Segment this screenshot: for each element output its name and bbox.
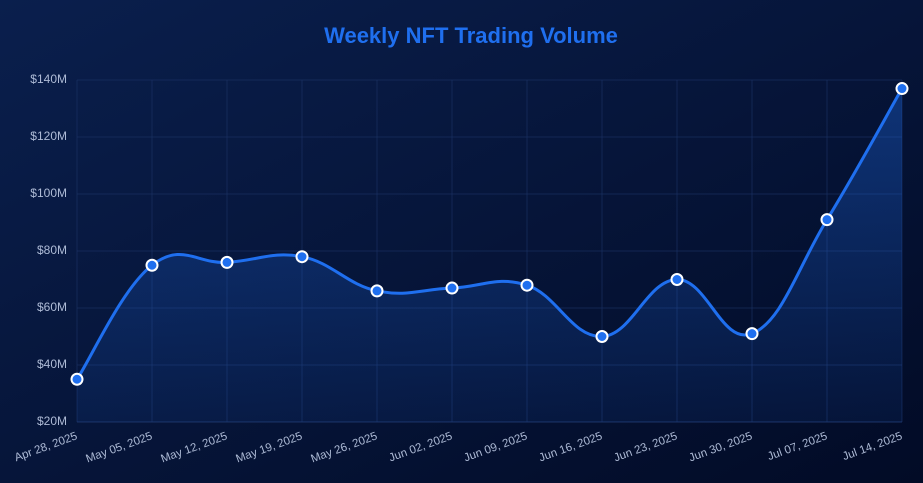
point bbox=[820, 213, 834, 227]
point bbox=[370, 284, 384, 298]
point bbox=[220, 255, 234, 269]
point bbox=[745, 327, 759, 341]
y-tick-label: $60M bbox=[37, 300, 67, 314]
point bbox=[445, 281, 459, 295]
y-tick-label: $40M bbox=[37, 357, 67, 371]
point bbox=[520, 278, 534, 292]
point bbox=[70, 372, 84, 386]
y-tick-label: $120M bbox=[30, 129, 67, 143]
area bbox=[77, 88, 902, 423]
y-tick-label: $100M bbox=[30, 186, 67, 200]
y-tick-label: $80M bbox=[37, 243, 67, 257]
point bbox=[595, 330, 609, 343]
chart-title: Weekly NFT Trading Volume bbox=[324, 23, 618, 48]
y-tick-label: $140M bbox=[30, 72, 67, 86]
point bbox=[670, 273, 684, 286]
point bbox=[295, 250, 309, 264]
point bbox=[895, 82, 909, 96]
y-tick-label: $20M bbox=[37, 414, 67, 428]
point bbox=[145, 258, 159, 272]
